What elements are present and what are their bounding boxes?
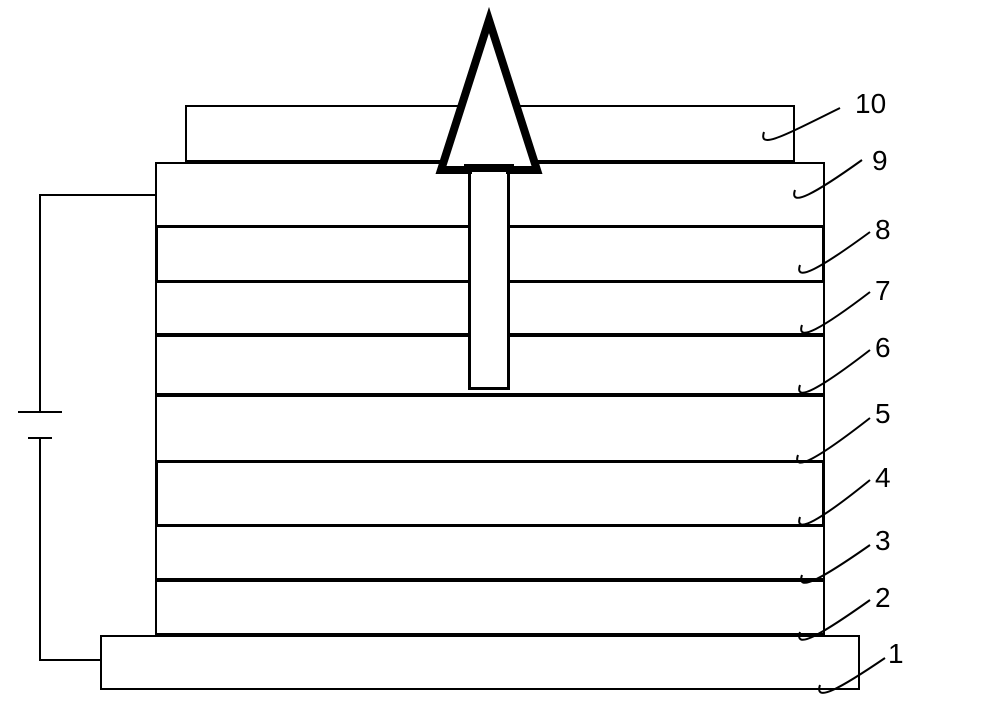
label-6: 6 (875, 332, 891, 364)
layer-4 (155, 460, 825, 527)
circuit-wire-top (40, 195, 155, 412)
label-4: 4 (875, 462, 891, 494)
label-7: 7 (875, 275, 891, 307)
layer-1 (100, 635, 860, 690)
label-10: 10 (855, 88, 886, 120)
label-2: 2 (875, 582, 891, 614)
label-5: 5 (875, 398, 891, 430)
layer-2 (155, 580, 825, 635)
label-1: 1 (888, 638, 904, 670)
label-8: 8 (875, 214, 891, 246)
layer-3 (155, 525, 825, 580)
layer-10 (185, 105, 795, 162)
emission-arrow-stem (468, 165, 510, 390)
circuit-wire-bottom (40, 438, 100, 660)
label-3: 3 (875, 525, 891, 557)
diagram-stage: 1 2 3 4 5 6 7 8 9 10 (0, 0, 1000, 717)
label-9: 9 (872, 145, 888, 177)
layer-5 (155, 395, 825, 462)
